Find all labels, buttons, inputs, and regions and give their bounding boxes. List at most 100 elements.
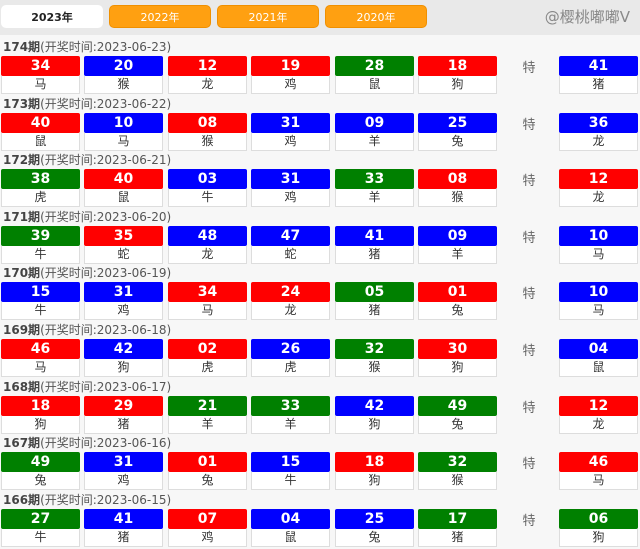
number-cell: 04 鼠 xyxy=(251,508,330,547)
number-cell: 17 猪 xyxy=(418,508,497,547)
zodiac-label: 狗 xyxy=(559,528,638,547)
number-cell: 47 蛇 xyxy=(251,225,330,264)
ball-number: 33 xyxy=(335,169,414,190)
tab-year-2022[interactable]: 2022年 xyxy=(109,5,211,28)
ball-number: 05 xyxy=(335,282,414,303)
ball-number: 30 xyxy=(418,338,497,359)
zodiac-label: 龙 xyxy=(559,132,638,151)
special-number-cell: 41 猪 xyxy=(559,56,638,94)
ball-number: 25 xyxy=(418,112,497,133)
ball-number: 04 xyxy=(251,508,330,529)
special-label: 特 xyxy=(522,513,536,529)
ball-number: 10 xyxy=(559,282,638,303)
special-number-cell: 10 马 xyxy=(559,225,638,264)
ball-number: 28 xyxy=(335,56,414,76)
draw-title: 167期(开奖时间:2023-06-16) xyxy=(0,434,640,452)
ball-number: 07 xyxy=(168,508,247,529)
zodiac-label: 马 xyxy=(559,245,638,264)
special-number-cell: 04 鼠 xyxy=(559,338,638,377)
number-cell: 18 狗 xyxy=(335,452,414,491)
tab-year-2023[interactable]: 2023年 xyxy=(1,5,103,28)
draw-title: 166期(开奖时间:2023-06-15) xyxy=(0,491,640,509)
number-cell: 49 兔 xyxy=(1,452,80,491)
ball-number: 03 xyxy=(168,169,247,190)
zodiac-label: 狗 xyxy=(418,358,497,377)
zodiac-label: 马 xyxy=(1,76,80,94)
number-cell: 30 狗 xyxy=(418,338,497,377)
number-cell: 09 羊 xyxy=(418,225,497,264)
number-cell: 31 鸡 xyxy=(84,282,163,321)
zodiac-label: 鼠 xyxy=(1,132,80,151)
tab-year-2021[interactable]: 2021年 xyxy=(217,5,319,28)
ball-number: 15 xyxy=(251,452,330,473)
draw-title: 173期(开奖时间:2023-06-22) xyxy=(0,95,640,113)
special-number-cell: 06 狗 xyxy=(559,508,638,547)
number-cell: 33 羊 xyxy=(251,395,330,434)
draw-row: 170期(开奖时间:2023-06-19) 15 牛 31 鸡 34 马 24 龙 05 猪 01 兔特… xyxy=(0,261,640,321)
zodiac-label: 猪 xyxy=(559,76,638,94)
zodiac-label: 兔 xyxy=(418,302,497,321)
number-cell: 38 虎 xyxy=(1,169,80,208)
ball-number: 20 xyxy=(84,56,163,76)
number-cell: 12 龙 xyxy=(168,56,247,94)
zodiac-label: 马 xyxy=(168,302,247,321)
number-cell: 41 猪 xyxy=(84,508,163,547)
ball-number: 17 xyxy=(418,508,497,529)
special-number-cell: 46 马 xyxy=(559,452,638,491)
ball-number: 41 xyxy=(84,508,163,529)
ball-number: 25 xyxy=(335,508,414,529)
ball-number: 42 xyxy=(84,338,163,359)
number-cell: 34 马 xyxy=(1,56,80,94)
number-cell: 25 兔 xyxy=(335,508,414,547)
zodiac-label: 羊 xyxy=(335,132,414,151)
ball-number: 31 xyxy=(84,282,163,303)
zodiac-label: 马 xyxy=(84,132,163,151)
ball-number: 31 xyxy=(84,452,163,473)
zodiac-label: 鼠 xyxy=(251,528,330,547)
number-cell: 25 兔 xyxy=(418,112,497,151)
number-cell: 05 猪 xyxy=(335,282,414,321)
draw-time: (开奖时间:2023-06-20) xyxy=(40,209,172,224)
zodiac-label: 鼠 xyxy=(84,189,163,208)
tab-year-2020[interactable]: 2020年 xyxy=(325,5,427,28)
number-cell: 35 蛇 xyxy=(84,225,163,264)
draw-time: (开奖时间:2023-06-22) xyxy=(40,96,172,111)
issue-number: 173期 xyxy=(3,96,41,111)
draw-row: 166期(开奖时间:2023-06-15) 27 牛 41 猪 07 鸡 04 鼠 25 兔 17 猪特… xyxy=(0,488,640,547)
ball-number: 35 xyxy=(84,225,163,246)
zodiac-label: 猴 xyxy=(418,472,497,491)
zodiac-label: 牛 xyxy=(251,472,330,491)
draw-title: 172期(开奖时间:2023-06-21) xyxy=(0,151,640,169)
number-cell: 20 猴 xyxy=(84,56,163,94)
special-label: 特 xyxy=(522,117,536,133)
number-cell: 07 鸡 xyxy=(168,508,247,547)
ball-number: 31 xyxy=(251,112,330,133)
draw-row: 167期(开奖时间:2023-06-16) 49 兔 31 鸡 01 兔 15 牛 18 狗 32 猴特… xyxy=(0,431,640,491)
zodiac-label: 鸡 xyxy=(84,472,163,491)
draw-time: (开奖时间:2023-06-19) xyxy=(40,266,172,281)
zodiac-label: 牛 xyxy=(1,302,80,321)
draw-time: (开奖时间:2023-06-18) xyxy=(40,322,172,337)
number-cell: 42 狗 xyxy=(335,395,414,434)
ball-number: 08 xyxy=(168,112,247,133)
issue-number: 168期 xyxy=(3,379,41,394)
ball-number: 32 xyxy=(335,338,414,359)
ball-number: 10 xyxy=(559,225,638,246)
number-cell: 01 兔 xyxy=(168,452,247,491)
zodiac-label: 牛 xyxy=(168,189,247,208)
zodiac-label: 龙 xyxy=(251,302,330,321)
ball-number: 06 xyxy=(559,508,638,529)
ball-number: 01 xyxy=(168,452,247,473)
draw-time: (开奖时间:2023-06-17) xyxy=(40,379,172,394)
zodiac-label: 鸡 xyxy=(251,189,330,208)
ball-number: 15 xyxy=(1,282,80,303)
draw-time: (开奖时间:2023-06-21) xyxy=(40,153,172,168)
number-cell: 31 鸡 xyxy=(251,112,330,151)
zodiac-label: 龙 xyxy=(168,76,247,94)
ball-number: 08 xyxy=(418,169,497,190)
ball-number: 32 xyxy=(418,452,497,473)
zodiac-label: 兔 xyxy=(418,415,497,434)
zodiac-label: 狗 xyxy=(335,415,414,434)
ball-number: 02 xyxy=(168,338,247,359)
draw-time: (开奖时间:2023-06-23) xyxy=(40,40,172,54)
